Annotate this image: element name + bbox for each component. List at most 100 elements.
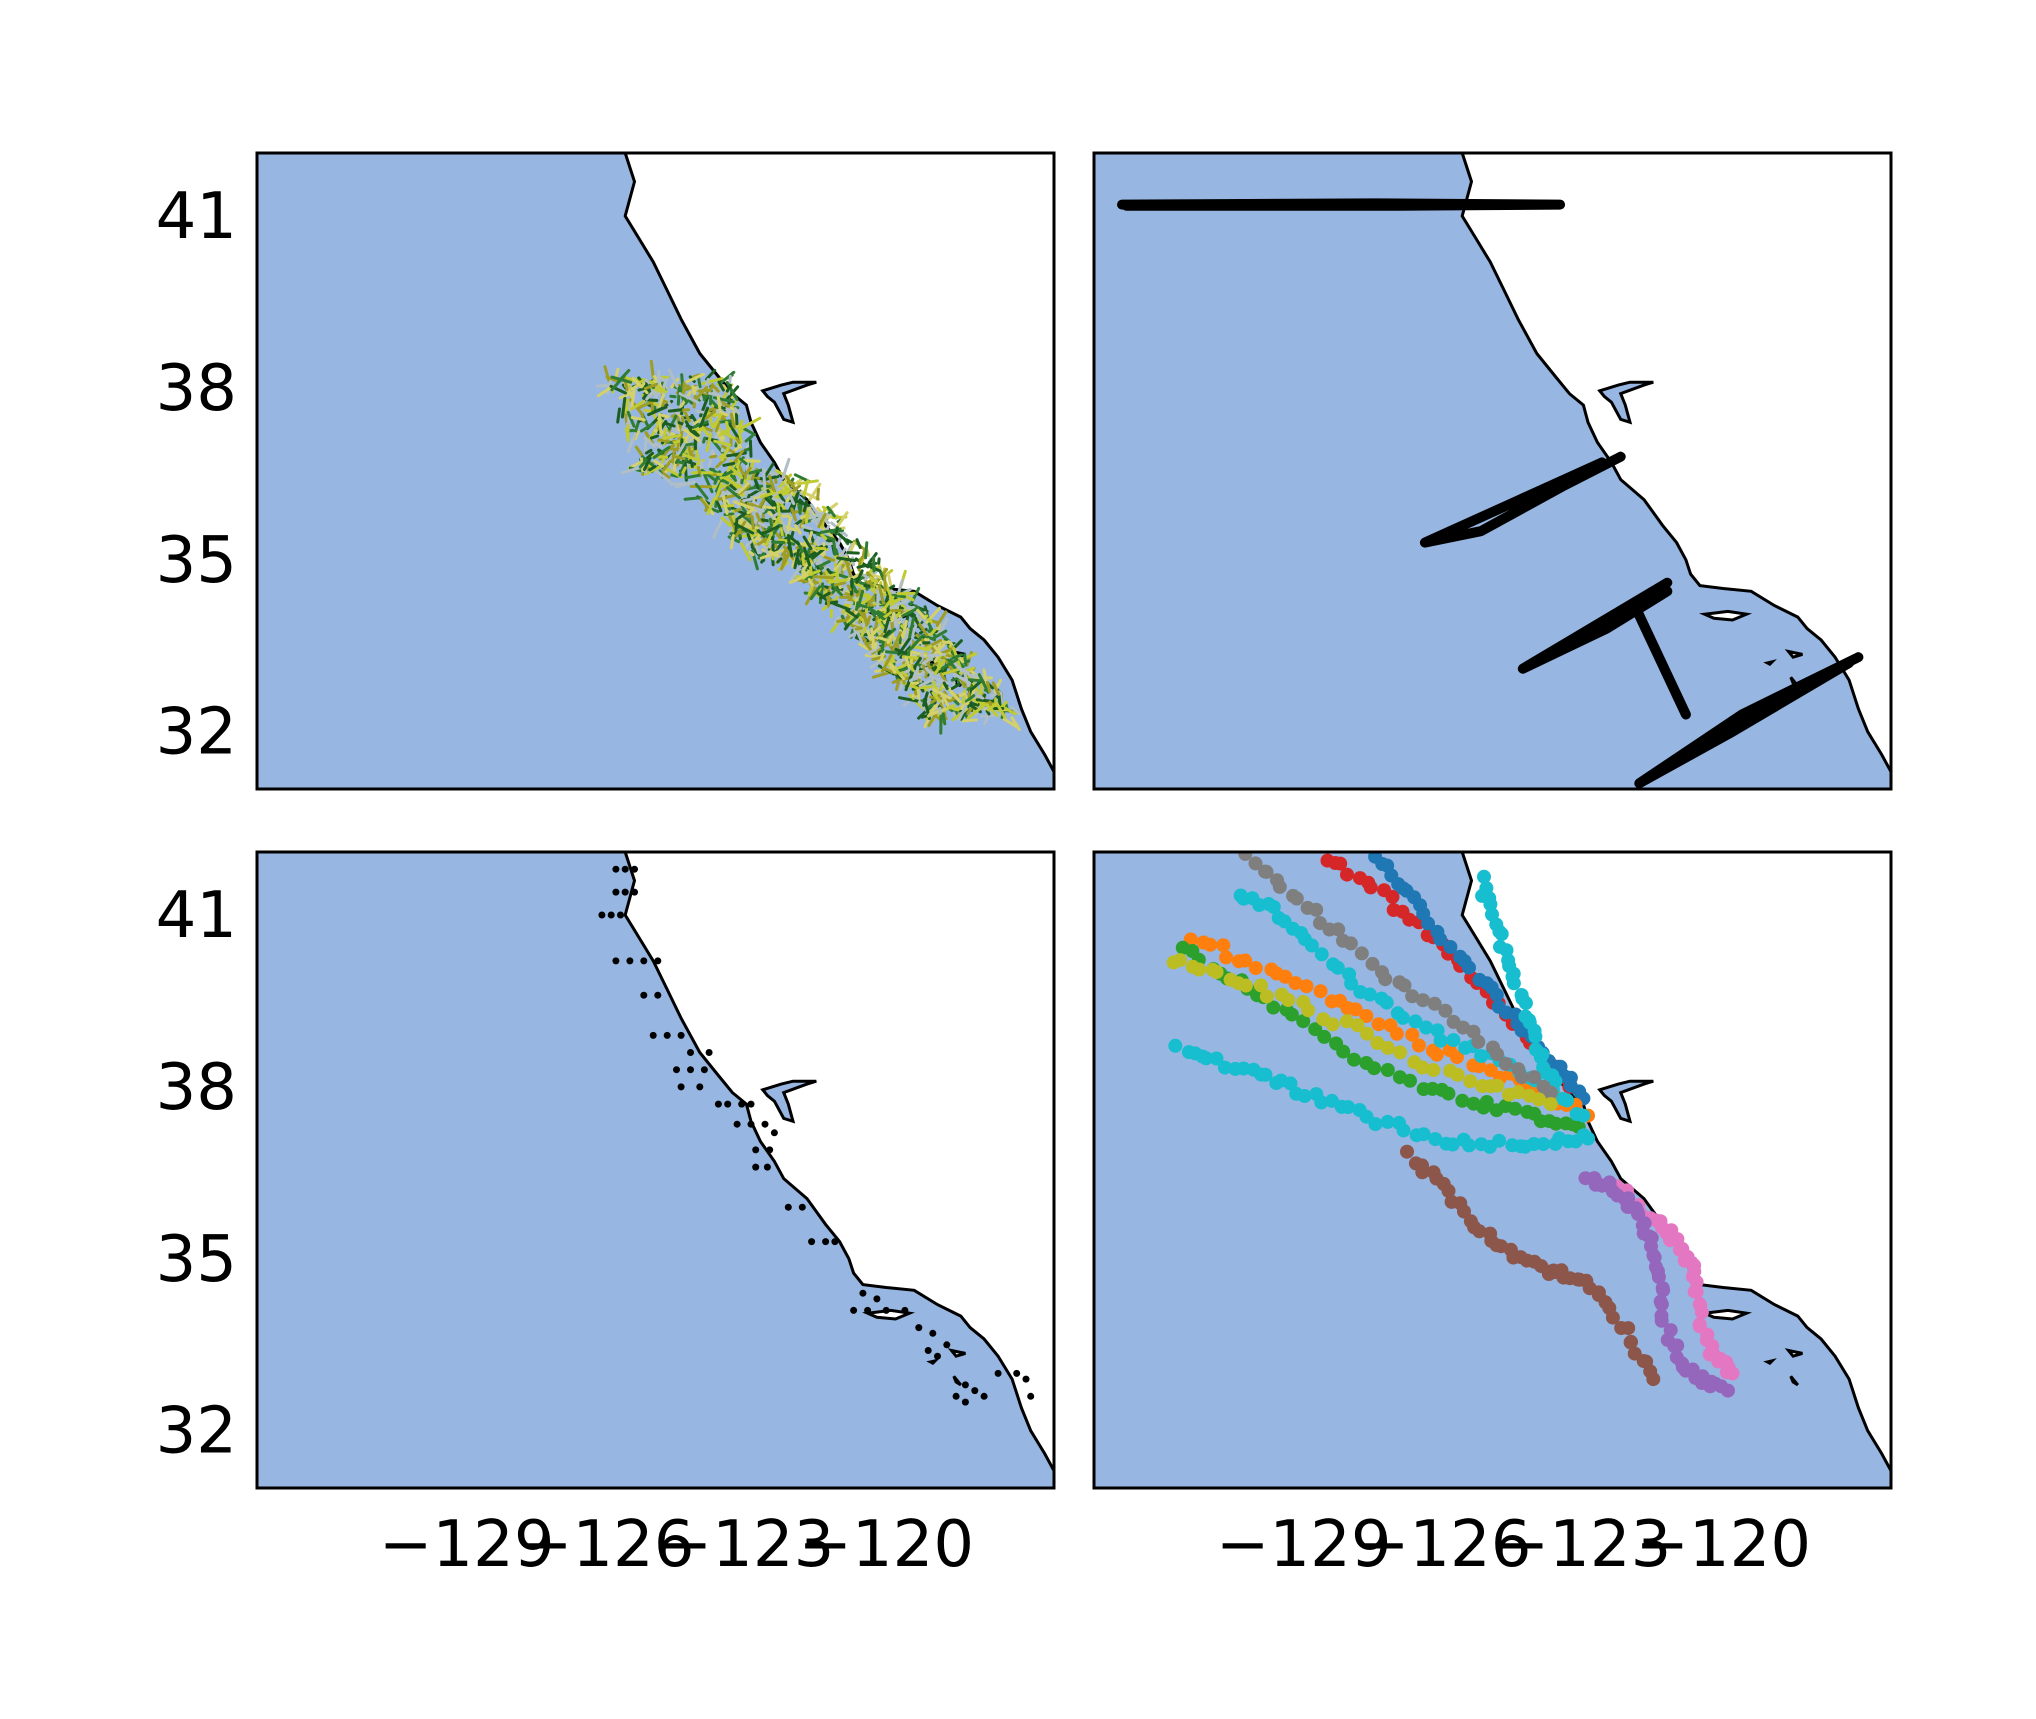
drifter-point — [1472, 1224, 1487, 1239]
quiver-arrow — [966, 704, 985, 720]
quiver-arrow — [648, 454, 669, 459]
xtick-label: −129 — [1216, 1508, 1392, 1582]
quiver-arrow — [929, 628, 937, 636]
quiver-arrow — [751, 500, 758, 507]
quiver-arrow — [748, 439, 753, 458]
quiver-arrow — [802, 499, 809, 513]
station-point — [747, 1120, 755, 1128]
quiver-arrow — [873, 642, 878, 650]
quiver-arrow — [870, 627, 876, 650]
quiver-arrow — [674, 480, 696, 489]
quiver-arrow — [977, 673, 990, 694]
station-point — [761, 1120, 769, 1128]
quiver-arrow — [909, 663, 915, 673]
station-point — [784, 1203, 792, 1211]
drifter-point — [1694, 1305, 1709, 1320]
quiver-arrow — [930, 697, 939, 704]
quiver-arrow — [681, 466, 687, 475]
quiver-arrow — [640, 382, 646, 389]
quiver-arrow — [931, 691, 941, 702]
drifter-point — [1397, 978, 1412, 993]
quiver-arrow — [722, 461, 736, 467]
quiver-arrow — [969, 701, 978, 707]
quiver-arrow — [924, 667, 933, 676]
quiver-arrow — [942, 681, 949, 691]
drifter-point — [1278, 969, 1293, 984]
drifter-point — [1490, 1078, 1505, 1093]
quiver-arrow — [967, 678, 982, 683]
drifter-point — [1309, 902, 1324, 917]
station-point — [733, 1120, 741, 1128]
quiver-arrow — [629, 399, 646, 411]
drifter-point — [1415, 1165, 1430, 1180]
quiver-arrow — [892, 593, 907, 599]
quiver-arrow — [801, 561, 809, 574]
quiver-arrow — [777, 487, 791, 495]
quiver-arrow — [643, 436, 657, 449]
drifter-point — [1248, 856, 1263, 871]
quiver-arrow — [834, 526, 839, 536]
quiver-arrow — [801, 553, 806, 567]
quiver-arrow — [788, 493, 796, 506]
drifter-point — [1343, 936, 1358, 951]
drifter-point — [1605, 1310, 1620, 1325]
quiver-arrow — [729, 412, 736, 429]
quiver-arrow — [780, 553, 787, 569]
quiver-arrow — [720, 446, 730, 462]
land — [625, 153, 1054, 772]
map-panel-drifter-tracks: −129−126−123−120 — [1092, 850, 1893, 1582]
station-point — [1013, 1369, 1021, 1377]
drifter-point — [1238, 978, 1253, 993]
drifter-point — [1508, 1101, 1523, 1116]
quiver-arrow — [845, 608, 859, 619]
quiver-arrow — [878, 636, 891, 643]
quiver-arrow — [825, 569, 829, 579]
quiver-arrow — [822, 555, 836, 562]
quiver-arrow — [626, 410, 636, 428]
xtick-label: −126 — [519, 1508, 695, 1582]
quiver-arrow — [868, 625, 882, 638]
quiver-arrow — [835, 511, 849, 529]
station-point — [724, 1100, 732, 1108]
drifter-point — [1209, 965, 1224, 979]
quiver-arrow — [809, 585, 822, 601]
quiver-arrow — [832, 540, 837, 556]
quiver-arrow — [759, 491, 776, 499]
quiver-arrow — [986, 680, 992, 693]
xtick-label: −123 — [1496, 1508, 1672, 1582]
drifter-point — [1360, 1026, 1375, 1041]
drifter-point — [1543, 1085, 1558, 1100]
drifter-point — [1359, 1009, 1374, 1023]
quiver-arrow — [742, 497, 755, 503]
drifter-point — [1445, 1137, 1460, 1152]
drifter-point — [1670, 1338, 1685, 1353]
quiver-arrow — [915, 614, 923, 621]
quiver-arrow — [860, 626, 868, 637]
sf-bay — [1597, 380, 1654, 425]
quiver-arrow — [793, 548, 801, 570]
quiver-arrow — [755, 490, 764, 497]
ytick-label: 38 — [156, 352, 237, 426]
quiver-arrow — [757, 552, 765, 560]
quiver-arrow — [729, 484, 737, 491]
quiver-arrow — [935, 610, 948, 627]
drifter-point — [1531, 1092, 1546, 1107]
drifter-point — [1462, 960, 1476, 975]
station-point — [961, 1398, 969, 1406]
station-point — [915, 1324, 923, 1332]
drifter-point — [1393, 1045, 1408, 1060]
drifter-point — [1483, 1063, 1498, 1078]
drifter-point — [1217, 1060, 1232, 1075]
quiver-arrow — [663, 421, 676, 428]
quiver-arrow — [898, 696, 920, 703]
quiver-arrow — [826, 505, 836, 518]
drifter-point — [1457, 1204, 1471, 1219]
quiver-arrow — [771, 536, 775, 553]
station-point — [714, 1100, 722, 1108]
drifter-point — [1248, 961, 1263, 975]
quiver-arrow — [753, 535, 772, 548]
quiver-arrow — [754, 544, 761, 555]
ytick-label: 35 — [156, 524, 237, 598]
quiver-arrow — [682, 453, 698, 462]
drifter-point — [1339, 1014, 1354, 1029]
